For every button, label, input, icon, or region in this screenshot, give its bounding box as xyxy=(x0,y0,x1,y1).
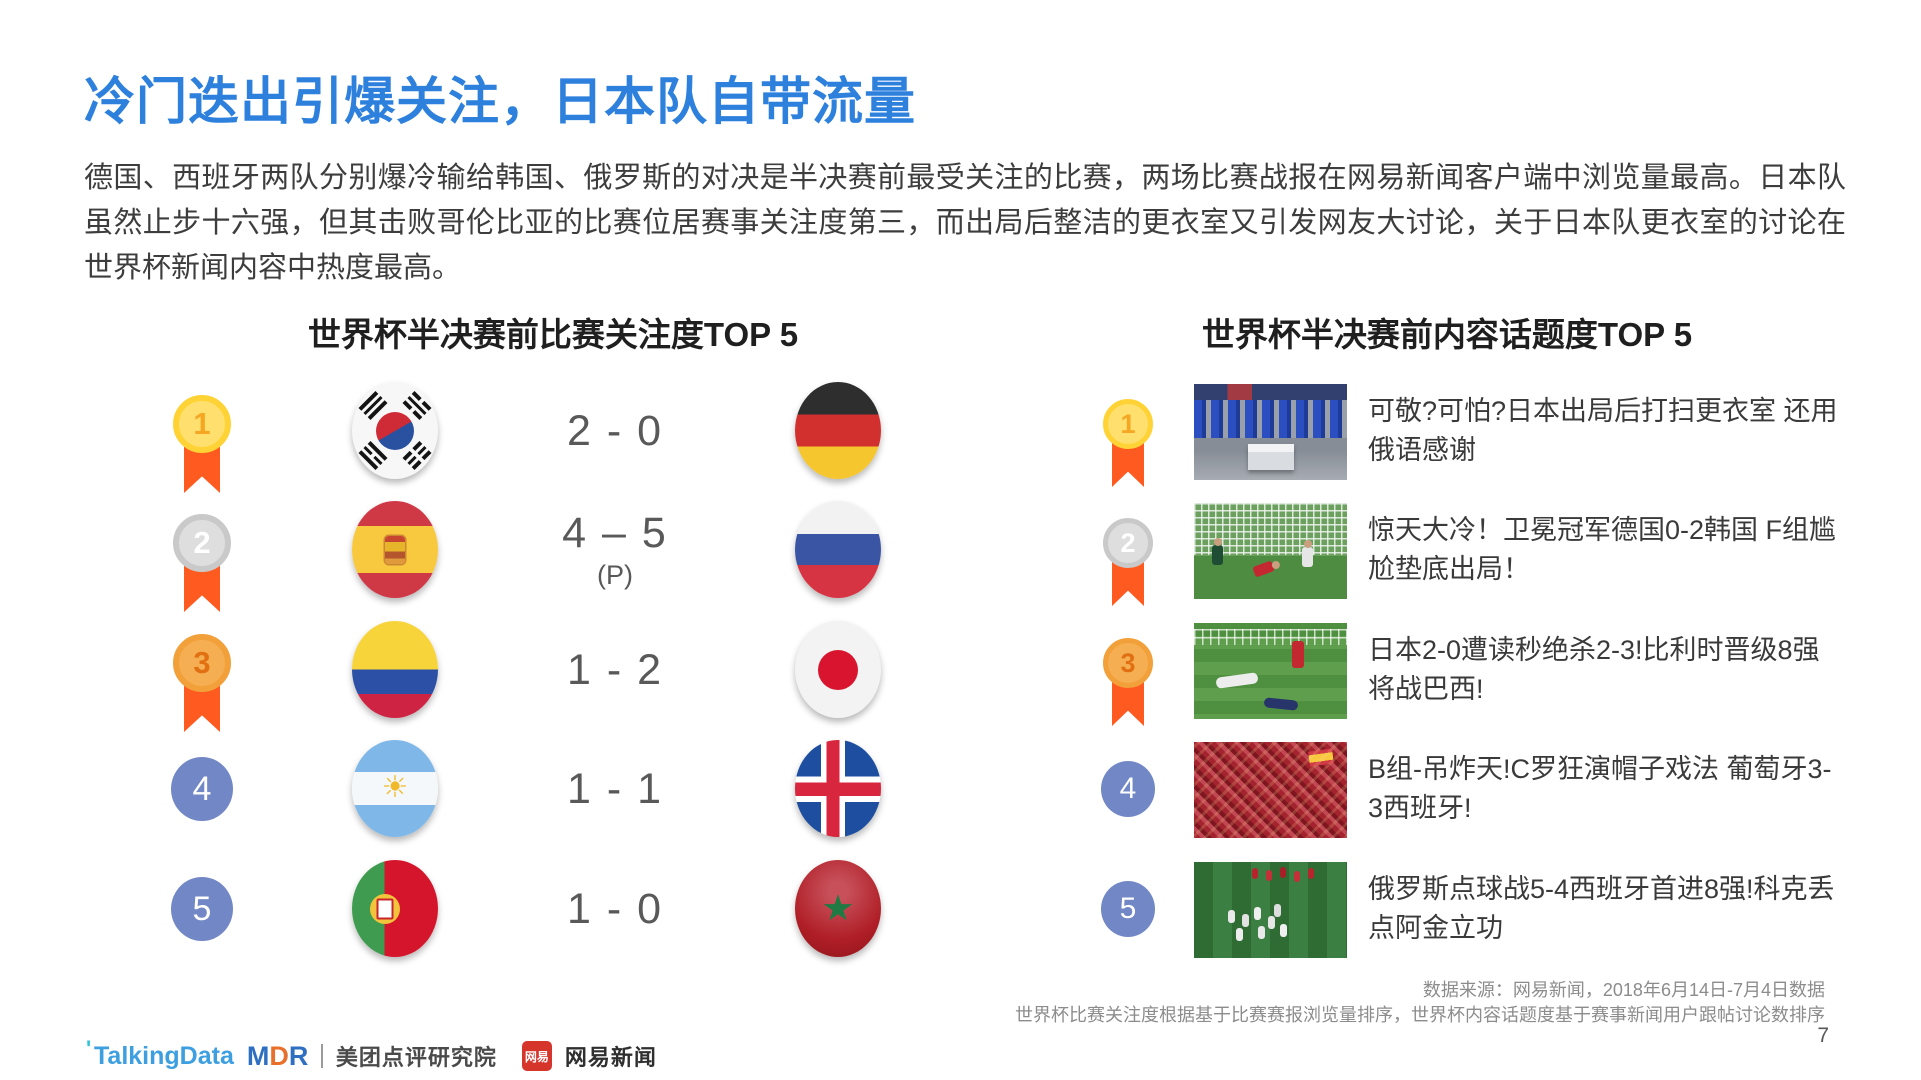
match-row: 2 4 – 5 (P) xyxy=(0,490,1921,612)
rank-number: 1 xyxy=(173,395,231,453)
topic-panel-header: 世界杯半决赛前内容话题度TOP 5 xyxy=(1201,316,1693,353)
rank-number: 1 xyxy=(1103,399,1153,449)
match-row: 5 1 - 0 xyxy=(0,849,1921,969)
news-thumbnail-locker-room xyxy=(1194,384,1347,480)
argentina-sun-icon: ☀ xyxy=(381,770,409,804)
match-row: 1 2 - 0 xyxy=(0,371,1921,493)
news-thumbnail-team-celebration xyxy=(1194,862,1347,958)
rank-badge: 4 xyxy=(1101,761,1155,817)
match-row: 4 ☀ 1 - 1 xyxy=(0,729,1921,849)
page-number: 7 xyxy=(1817,1024,1829,1047)
news-headline: 俄罗斯点球战5-4西班牙首进8强!科克丢点阿金立功 xyxy=(1368,874,1835,943)
topic-row: 2 惊天大冷！卫冕冠军德国0-2韩国 F组尴尬垫底出局！ xyxy=(0,490,1921,610)
data-source-line1: 数据来源：网易新闻，2018年6月14日-7月4日数据 xyxy=(1422,980,1825,1000)
logo-divider xyxy=(321,1044,323,1068)
news-thumbnail-fallen-players xyxy=(1194,623,1347,719)
match-score: 1 - 2 xyxy=(566,645,664,694)
flag-south-korea-icon xyxy=(352,382,438,479)
data-source-line2: 世界杯比赛关注度根据基于比赛赛报浏览量排序，世界杯内容话题度基于赛事新闻用户跟帖… xyxy=(1015,1005,1825,1025)
spain-crest-icon xyxy=(385,535,405,564)
rank-badge: 4 xyxy=(171,757,233,821)
flag-portugal-icon xyxy=(352,860,438,957)
data-source-note: 数据来源：网易新闻，2018年6月14日-7月4日数据 世界杯比赛关注度根据基于… xyxy=(625,978,1825,1028)
news-headline: 可敬?可怕?日本出局后打扫更衣室 还用俄语感谢 xyxy=(1368,396,1838,465)
gold-medal-icon: 1 xyxy=(173,395,231,513)
match-panel-header: 世界杯半决赛前比赛关注度TOP 5 xyxy=(307,316,799,353)
netease-news-logo: 网易新闻 xyxy=(564,1045,657,1070)
rank-number: 3 xyxy=(1103,638,1153,688)
mdr-logo: MDR xyxy=(246,1040,309,1071)
rank-badge: 5 xyxy=(171,877,233,941)
spain-flag-in-crowd-icon xyxy=(1308,748,1334,767)
rank-number: 2 xyxy=(173,514,231,572)
news-headline: 日本2-0遭读秒绝杀2-3!比利时晋级8强将战巴西! xyxy=(1368,635,1820,704)
page-title: 冷门迭出引爆关注，日本队自带流量 xyxy=(84,73,917,130)
meituan-research-logo: 美团点评研究院 xyxy=(335,1045,497,1070)
flag-morocco-icon xyxy=(795,860,881,957)
rank-number: 3 xyxy=(173,634,231,692)
news-thumbnail-fans-crowd xyxy=(1194,742,1347,838)
flag-russia-icon xyxy=(795,501,881,598)
footer-logos: TalkingData MDR 美团点评研究院 网易 网易新闻 xyxy=(86,1036,657,1072)
flag-germany-icon xyxy=(795,382,881,479)
penalty-note: (P) xyxy=(597,560,633,590)
flag-colombia-icon xyxy=(352,621,438,718)
topic-row: 1 可敬?可怕?日本出局后打扫更衣室 还用俄语感谢 xyxy=(0,371,1921,491)
silver-medal-icon: 2 xyxy=(1103,518,1153,636)
news-headline: B组-吊炸天!C罗狂演帽子戏法 葡萄牙3-3西班牙! xyxy=(1368,754,1832,823)
japan-sun-disc-icon xyxy=(818,649,858,690)
topic-row: 4 B组-吊炸天!C罗狂演帽子戏法 葡萄牙3-3西班牙! xyxy=(0,729,1921,849)
intro-paragraph: 德国、西班牙两队分别爆冷输给韩国、俄罗斯的对决是半决赛前最受关注的比赛，两场比赛… xyxy=(84,162,1846,284)
bronze-medal-icon: 3 xyxy=(1103,638,1153,756)
rank-number: 2 xyxy=(1103,518,1153,568)
topic-row: 3 日本2-0遭读秒绝杀2-3!比利时晋级8强将战巴西! xyxy=(0,610,1921,730)
match-score: 4 – 5 (P) xyxy=(562,509,668,590)
flag-spain-icon xyxy=(352,501,438,598)
flag-iceland-icon xyxy=(795,740,881,837)
flag-argentina-icon: ☀ xyxy=(352,740,438,837)
news-thumbnail-goal-scene xyxy=(1194,503,1347,599)
flag-japan-icon xyxy=(795,621,881,718)
talkingdata-logo: TalkingData xyxy=(86,1036,234,1071)
news-headline: 惊天大冷！卫冕冠军德国0-2韩国 F组尴尬垫底出局！ xyxy=(1368,515,1837,584)
netease-app-icon: 网易 xyxy=(521,1041,552,1071)
gold-medal-icon: 1 xyxy=(1103,399,1153,517)
match-row: 3 1 - 2 xyxy=(0,610,1921,732)
match-score: 1 - 0 xyxy=(566,884,664,933)
match-score: 2 - 0 xyxy=(566,406,664,455)
silver-medal-icon: 2 xyxy=(173,514,231,632)
rank-badge: 5 xyxy=(1101,881,1155,937)
portugal-emblem-icon xyxy=(369,893,400,924)
topic-row: 5 俄罗斯点球战5-4西班牙首进8强!科克丢点阿金立功 xyxy=(0,849,1921,969)
bronze-medal-icon: 3 xyxy=(173,634,231,752)
match-score: 1 - 1 xyxy=(566,764,664,813)
taegeuk-icon xyxy=(376,411,414,450)
